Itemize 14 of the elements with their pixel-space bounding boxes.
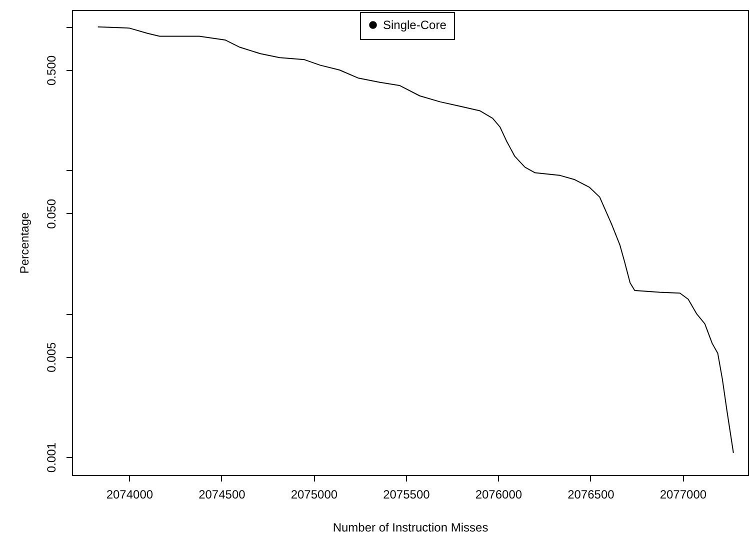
x-tick-label: 2074500: [198, 488, 246, 502]
y-tick-label: 0.050: [44, 198, 58, 229]
x-tick-label: 2076000: [475, 488, 522, 502]
x-tick-label: 2075500: [383, 488, 430, 502]
x-tick-label: 2074000: [106, 488, 154, 502]
y-tick-label: 0.001: [44, 442, 58, 473]
x-axis-title: Number of Instruction Misses: [332, 520, 488, 534]
y-tick-label: 0.005: [44, 342, 58, 372]
y-tick-label: 0.500: [44, 55, 58, 86]
x-tick-label: 2076500: [568, 488, 615, 502]
y-axis-title: Percentage: [18, 212, 32, 274]
x-tick-label: 2077000: [660, 488, 707, 502]
legend-label: Single-Core: [383, 18, 447, 32]
x-tick-label: 2075000: [290, 488, 338, 502]
